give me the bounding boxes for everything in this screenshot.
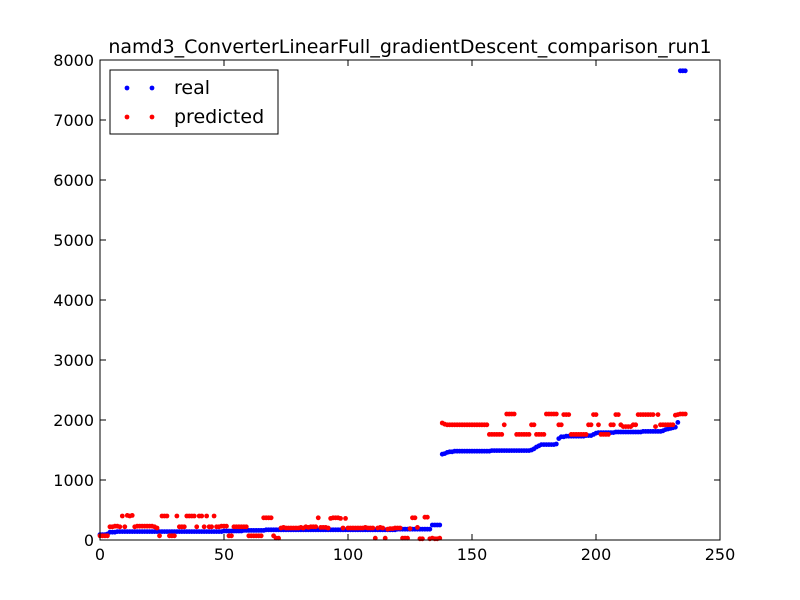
data-point-predicted [209, 524, 215, 530]
data-point-predicted [670, 422, 676, 428]
data-point-predicted [588, 422, 594, 428]
data-point-predicted [531, 422, 537, 428]
data-point-predicted [501, 422, 507, 428]
data-point-predicted [412, 515, 418, 521]
y-tick-label: 5000 [53, 231, 94, 250]
data-point-predicted [526, 432, 532, 437]
data-point-predicted [370, 525, 376, 531]
data-point-predicted [405, 535, 410, 541]
data-point-predicted [338, 516, 343, 521]
data-point-predicted [122, 524, 128, 530]
data-point-predicted [172, 533, 177, 539]
data-point-predicted [258, 533, 264, 539]
y-tick-label: 2000 [53, 411, 94, 430]
data-point-predicted [484, 422, 490, 428]
y-tick-label: 8000 [53, 51, 94, 70]
x-tick-label: 200 [581, 545, 612, 564]
data-point-predicted [201, 524, 207, 530]
data-point-predicted [407, 526, 413, 531]
data-point-predicted [653, 424, 658, 429]
data-point-predicted [204, 513, 210, 519]
data-point-real [553, 441, 559, 447]
data-point-predicted [276, 535, 281, 541]
data-point-predicted [229, 533, 234, 539]
data-point-predicted [154, 525, 160, 531]
data-point-predicted [372, 535, 378, 541]
data-point-predicted [437, 535, 443, 541]
data-point-predicted [610, 422, 616, 428]
data-point-predicted [596, 422, 601, 428]
y-tick-label: 4000 [53, 291, 94, 310]
marks-layer [97, 68, 688, 542]
data-point-predicted [181, 524, 187, 530]
data-point-real [682, 68, 688, 74]
data-point-predicted [164, 513, 170, 519]
x-tick-label: 100 [333, 545, 364, 564]
data-point-predicted [424, 514, 430, 520]
data-point-predicted [415, 525, 420, 530]
y-tick-label: 3000 [53, 351, 94, 370]
data-point-predicted [191, 513, 197, 519]
x-tick-label: 0 [95, 545, 105, 564]
axes-layer: 0 50 100 150 200 250 0 1000 2000 3000 4000 5000 6000… [53, 51, 735, 564]
data-point-predicted [499, 432, 505, 437]
data-point-predicted [211, 513, 217, 519]
y-tick-label: 0 [84, 531, 94, 550]
data-point-predicted [343, 516, 348, 521]
x-tick-label: 50 [214, 545, 234, 564]
data-point-predicted [157, 533, 162, 539]
data-point-predicted [224, 523, 229, 529]
data-point-predicted [541, 432, 547, 437]
data-point-real [427, 526, 433, 532]
y-tick-label: 1000 [53, 471, 94, 490]
data-point-predicted [119, 513, 125, 519]
legend-marker-real [149, 85, 155, 91]
data-point-predicted [117, 524, 123, 530]
data-point-predicted [243, 524, 249, 530]
data-point-predicted [511, 411, 517, 417]
data-point-predicted [268, 515, 274, 521]
legend-marker-predicted [149, 114, 155, 120]
data-point-predicted [682, 411, 688, 417]
data-point-predicted [194, 524, 200, 530]
legend-marker-real [124, 85, 130, 91]
data-point-predicted [129, 513, 135, 518]
chart-title: namd3_ConverterLinearFull_gradientDescen… [108, 36, 711, 58]
legend: real predicted [109, 69, 279, 135]
legend-label-predicted: predicted [174, 106, 264, 128]
y-tick-label: 6000 [53, 171, 94, 190]
data-point-predicted [593, 412, 599, 417]
x-tick-label: 250 [705, 545, 736, 564]
y-tick-label: 7000 [53, 111, 94, 130]
data-point-predicted [199, 513, 205, 519]
data-point-predicted [313, 524, 319, 530]
data-point-predicted [105, 533, 110, 539]
data-point-predicted [174, 513, 180, 519]
data-point-predicted [615, 412, 621, 417]
legend-marker-predicted [124, 114, 130, 120]
data-point-real [675, 420, 681, 425]
data-point-predicted [650, 412, 656, 417]
data-point-predicted [583, 432, 589, 437]
x-tick-label: 150 [457, 545, 488, 564]
data-point-predicted [325, 525, 331, 531]
data-point-predicted [553, 411, 559, 417]
data-point-predicted [606, 432, 611, 437]
legend-box [109, 69, 279, 135]
data-point-predicted [397, 525, 403, 531]
data-point-predicted [340, 525, 346, 531]
data-point-predicted [655, 412, 661, 417]
data-point-predicted [633, 422, 639, 428]
data-point-predicted [315, 515, 321, 521]
data-point-predicted [566, 412, 572, 417]
legend-label-real: real [174, 77, 210, 99]
data-point-predicted [380, 525, 386, 531]
data-point-predicted [382, 535, 388, 541]
data-point-real [437, 522, 443, 528]
data-point-predicted [558, 422, 564, 428]
